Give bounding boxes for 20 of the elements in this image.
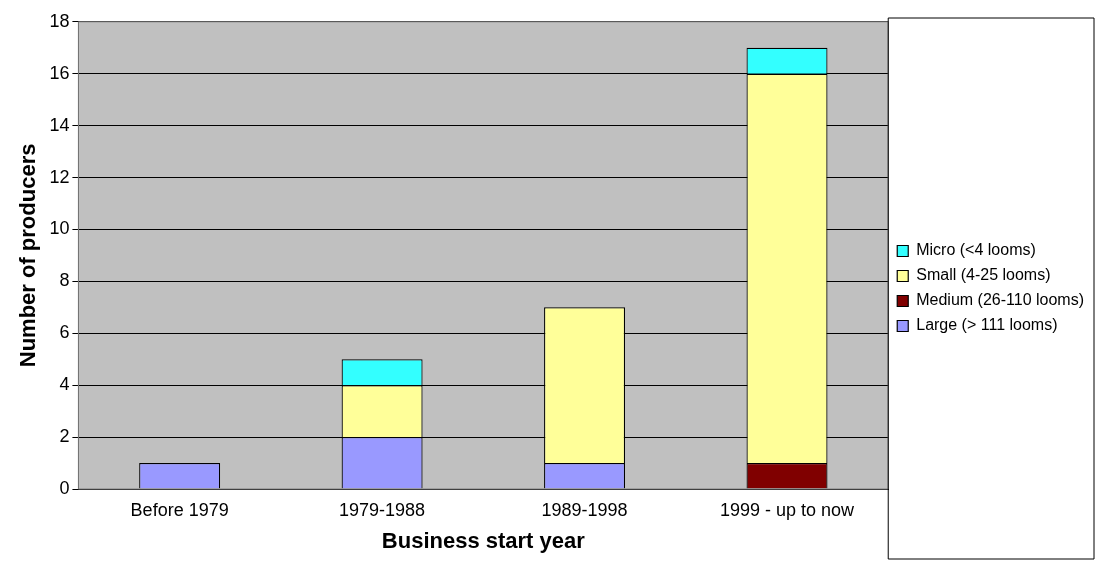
legend-label: Micro (<4 looms) <box>916 241 1036 259</box>
y-tick-label: 12 <box>49 166 70 187</box>
y-tick-label: 0 <box>59 477 70 498</box>
legend-label: Large (> 111 looms) <box>916 316 1058 334</box>
y-axis-title: Number of producers <box>15 143 41 368</box>
legend-label: Small (4-25 looms) <box>916 266 1051 284</box>
x-tick-label: Before 1979 <box>130 499 229 520</box>
x-tick-label: 1979-1988 <box>339 499 426 520</box>
y-tick-label: 16 <box>49 62 70 83</box>
y-tick-label: 14 <box>49 114 70 135</box>
y-tick-label: 8 <box>59 270 70 291</box>
y-tick-label: 10 <box>49 218 70 239</box>
y-tick-label: 6 <box>59 322 70 343</box>
y-tick-label: 4 <box>59 374 70 395</box>
x-axis-title: Business start year <box>381 527 586 553</box>
y-tick-label: 18 <box>49 10 70 31</box>
y-tick-label: 2 <box>59 426 70 447</box>
x-tick-label: 1989-1998 <box>541 499 628 520</box>
legend-label: Medium (26-110 looms) <box>916 291 1084 309</box>
x-tick-label: 1999 - up to now <box>719 499 856 520</box>
